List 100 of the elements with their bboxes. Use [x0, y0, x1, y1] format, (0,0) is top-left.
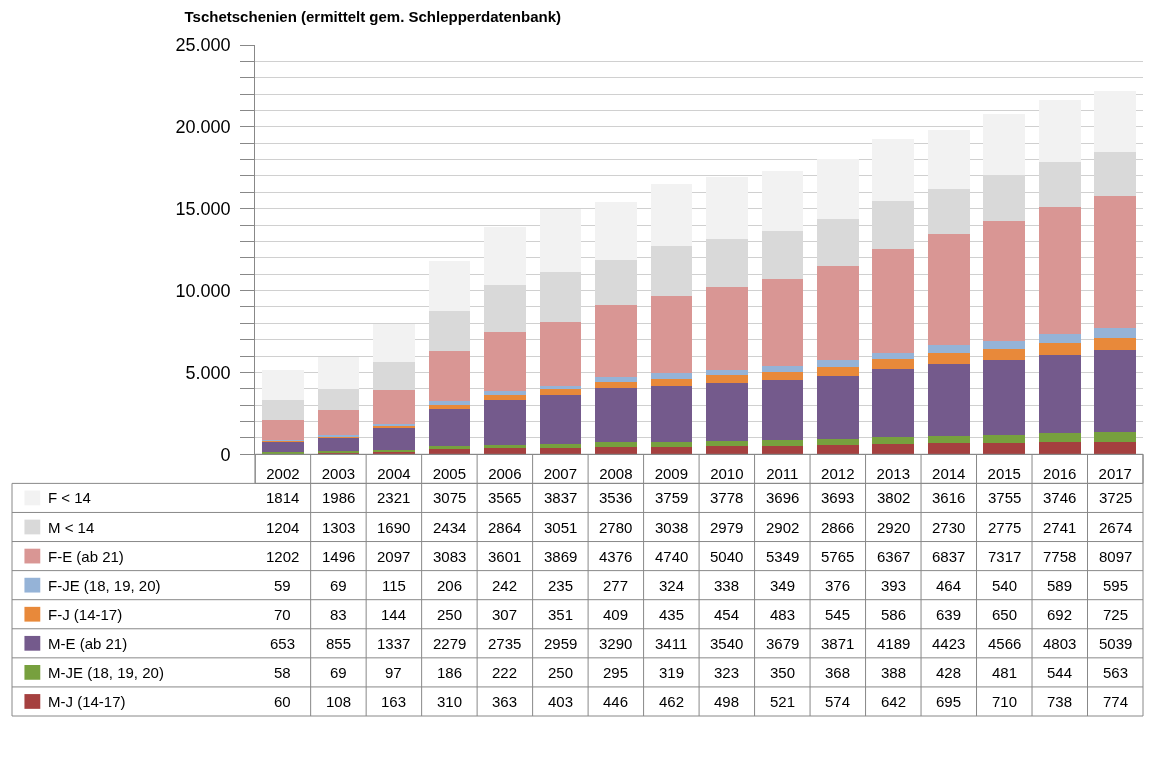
data-label: 483 [770, 606, 796, 623]
data-label: 277 [603, 577, 629, 594]
data-label: 186 [437, 664, 463, 681]
data-label: 351 [548, 606, 574, 623]
x-tick-label: 2011 [766, 465, 799, 483]
data-label: 2866 [821, 519, 855, 536]
data-label: 70 [274, 606, 291, 623]
data-label: 3869 [544, 548, 578, 565]
data-label: 521 [770, 693, 796, 710]
data-label: 83 [330, 606, 347, 623]
data-label: 2920 [877, 519, 911, 536]
legend-label: F < 14 [48, 489, 91, 506]
x-tick-label: 2016 [1043, 465, 1077, 483]
chart-title: Tschetschenien (ermittelt gem. Schlepperdatenbank) [184, 8, 562, 26]
data-label: 1337 [377, 635, 411, 652]
data-label: 4740 [655, 548, 689, 565]
y-tick-label: 20.000 [175, 117, 231, 138]
data-label: 5040 [710, 548, 744, 565]
data-label: 4189 [877, 635, 911, 652]
data-label: 403 [548, 693, 574, 710]
data-label: 2741 [1043, 519, 1077, 536]
data-label: 595 [1103, 577, 1129, 594]
data-label: 2864 [488, 519, 522, 536]
data-label: 7758 [1043, 548, 1077, 565]
legend-label: M-JE (18, 19, 20) [48, 664, 164, 681]
x-tick-label: 2010 [710, 465, 744, 483]
data-label: 545 [825, 606, 851, 623]
data-label: 323 [714, 664, 740, 681]
data-label: 1496 [322, 548, 356, 565]
data-label: 2959 [544, 635, 578, 652]
data-label: 6837 [932, 548, 966, 565]
data-label: 5349 [766, 548, 800, 565]
data-label: 2730 [932, 519, 966, 536]
x-tick-label: 2015 [987, 465, 1021, 483]
x-tick-label: 2014 [932, 465, 966, 483]
x-tick-label: 2004 [377, 465, 411, 483]
data-label: 393 [881, 577, 907, 594]
data-label: 1690 [377, 519, 411, 536]
data-label: 6367 [877, 548, 911, 565]
data-label: 3411 [655, 635, 688, 652]
data-label: 4376 [599, 548, 633, 565]
data-label: 1202 [266, 548, 300, 565]
data-label: 2279 [433, 635, 467, 652]
x-tick-label: 2008 [599, 465, 633, 483]
data-label: 695 [936, 693, 962, 710]
x-tick-label: 2009 [654, 465, 689, 483]
data-label: 3616 [932, 489, 966, 506]
data-label: 855 [326, 635, 352, 652]
data-label: 206 [437, 577, 463, 594]
data-label: 2979 [710, 519, 744, 536]
data-label: 774 [1103, 693, 1129, 710]
legend-label: M-E (ab 21) [48, 635, 128, 652]
data-label: 4566 [988, 635, 1022, 652]
data-label: 350 [770, 664, 796, 681]
legend-label: F-J (14-17) [48, 606, 123, 623]
data-label: 409 [603, 606, 629, 623]
data-label: 3693 [821, 489, 855, 506]
data-label: 3679 [766, 635, 800, 652]
data-label: 58 [274, 664, 291, 681]
data-label: 368 [825, 664, 851, 681]
data-label: 589 [1047, 577, 1073, 594]
data-label: 319 [659, 664, 685, 681]
data-label: 710 [992, 693, 1018, 710]
data-label: 1986 [322, 489, 356, 506]
data-label: 3083 [433, 548, 467, 565]
data-label: 108 [326, 693, 352, 710]
legend-label: M-J (14-17) [48, 693, 126, 710]
data-label: 574 [825, 693, 851, 710]
data-label: 338 [714, 577, 740, 594]
data-label: 235 [548, 577, 574, 594]
data-label: 376 [825, 577, 851, 594]
data-label: 222 [492, 664, 518, 681]
y-tick-label: 5.000 [185, 362, 231, 383]
data-label: 5039 [1099, 635, 1133, 652]
data-label: 242 [492, 577, 518, 594]
data-label: 586 [881, 606, 907, 623]
data-label: 2780 [599, 519, 633, 536]
data-label: 3536 [599, 489, 633, 506]
y-tick-label: 10.000 [175, 280, 231, 301]
data-label: 7317 [988, 548, 1022, 565]
data-label: 498 [714, 693, 740, 710]
data-label: 388 [881, 664, 907, 681]
data-label: 725 [1103, 606, 1129, 623]
data-label: 2434 [433, 519, 467, 536]
data-label: 363 [492, 693, 518, 710]
data-label: 59 [274, 577, 291, 594]
data-label: 4423 [932, 635, 966, 652]
data-label: 3038 [655, 519, 689, 536]
x-tick-label: 2002 [266, 465, 300, 483]
data-label: 3540 [710, 635, 744, 652]
data-label: 2674 [1099, 519, 1133, 536]
data-label: 69 [330, 577, 347, 594]
x-tick-label: 2012 [821, 465, 855, 483]
legend-label: F-JE (18, 19, 20) [48, 577, 161, 594]
data-label: 454 [714, 606, 740, 623]
legend-label: M < 14 [48, 519, 95, 536]
data-label: 310 [437, 693, 463, 710]
data-label: 250 [548, 664, 574, 681]
data-label: 69 [330, 664, 347, 681]
data-label: 2775 [988, 519, 1022, 536]
